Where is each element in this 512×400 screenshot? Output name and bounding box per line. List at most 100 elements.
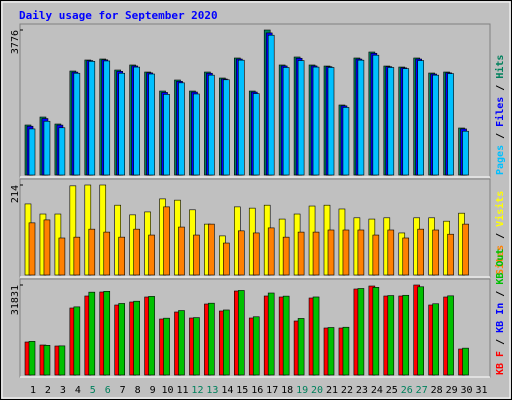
bar (58, 237, 66, 276)
x-tick-label: 13 (206, 385, 218, 396)
bar (148, 296, 155, 376)
bar (432, 303, 439, 376)
x-tick-label: 31 (475, 385, 487, 396)
bar (118, 236, 125, 276)
bar (432, 74, 439, 176)
x-tick-label: 17 (266, 385, 278, 396)
x-tick-label: 2 (45, 385, 51, 396)
x-tick-label: 20 (311, 385, 323, 396)
bar (208, 74, 215, 176)
bar (193, 234, 200, 276)
x-tick-label: 16 (251, 385, 263, 396)
bar (133, 66, 140, 176)
bar (58, 345, 66, 376)
legend: Sites / Visits (494, 191, 506, 275)
bar (402, 68, 410, 176)
bar (432, 229, 439, 276)
bar (372, 287, 380, 376)
bar (417, 286, 425, 376)
x-tick-label: 3 (60, 385, 66, 396)
legend: Pages / Files / Hits (494, 55, 506, 175)
x-tick-label: 21 (326, 385, 338, 396)
bar (73, 236, 81, 276)
bar (163, 317, 170, 376)
x-tick-label: 30 (461, 385, 473, 396)
x-tick-label: 15 (236, 385, 248, 396)
bar (297, 318, 305, 376)
x-tick-label: 19 (296, 385, 308, 396)
bar (312, 66, 320, 176)
legend-entry: Visits (494, 191, 506, 227)
bar (387, 295, 395, 376)
bar (372, 234, 380, 276)
bar (282, 295, 290, 376)
bar (223, 242, 230, 276)
bar (88, 61, 96, 176)
bar (252, 316, 260, 376)
x-tick-label: 23 (356, 385, 368, 396)
legend-entry: Files (494, 97, 506, 127)
x-tick-label: 27 (416, 385, 428, 396)
bar (103, 231, 111, 276)
bar (69, 185, 77, 276)
bar (447, 295, 454, 376)
bar (148, 234, 155, 276)
bar (387, 67, 395, 176)
bar (28, 128, 36, 176)
bar (417, 228, 425, 276)
legend-entry: KB F (495, 351, 506, 375)
bar (372, 54, 380, 176)
bar (252, 93, 260, 176)
bar (73, 306, 81, 376)
bar (58, 127, 66, 176)
bar (462, 130, 469, 176)
bar (342, 326, 350, 376)
bar (88, 291, 96, 376)
bar (193, 317, 200, 376)
chart-title: Daily usage for September 2020 (19, 9, 218, 22)
x-tick-label: 26 (401, 385, 413, 396)
bar (133, 228, 140, 276)
y-tick-label: 214 (10, 185, 21, 203)
x-tick-label: 22 (341, 385, 353, 396)
legend-separator: / (495, 227, 506, 245)
bar (43, 219, 51, 276)
legend-entry: Hits (494, 55, 506, 79)
x-tick-label: 1 (30, 385, 36, 396)
legend-entry: Sites (494, 245, 506, 275)
bar (462, 223, 469, 276)
bar (99, 184, 107, 276)
bar (103, 60, 111, 176)
legend: KB F / KB In / KB Out (495, 249, 506, 375)
bar (267, 227, 275, 276)
bar (282, 236, 290, 276)
bar (282, 67, 290, 176)
bar (43, 345, 51, 376)
bar (223, 79, 230, 176)
bar (312, 231, 320, 276)
bar (297, 60, 305, 176)
bar (252, 232, 260, 276)
x-tick-label: 5 (90, 385, 96, 396)
bar (43, 120, 51, 176)
bar (163, 206, 170, 276)
bar (312, 296, 320, 376)
bar (193, 93, 200, 176)
bar (238, 230, 245, 276)
bar (327, 327, 335, 376)
bar (447, 233, 454, 276)
x-tick-label: 7 (120, 385, 126, 396)
legend-entry: KB Out (495, 249, 506, 285)
bar (417, 60, 425, 176)
bar (28, 222, 36, 276)
bar (178, 82, 185, 176)
bar (387, 229, 395, 276)
bar (223, 309, 230, 376)
x-tick-label: 24 (371, 385, 383, 396)
legend-entry: Pages (495, 145, 506, 175)
x-tick-label: 18 (281, 385, 293, 396)
bar (402, 237, 410, 276)
bar (178, 226, 185, 276)
bar (73, 72, 81, 176)
bar (297, 231, 305, 276)
